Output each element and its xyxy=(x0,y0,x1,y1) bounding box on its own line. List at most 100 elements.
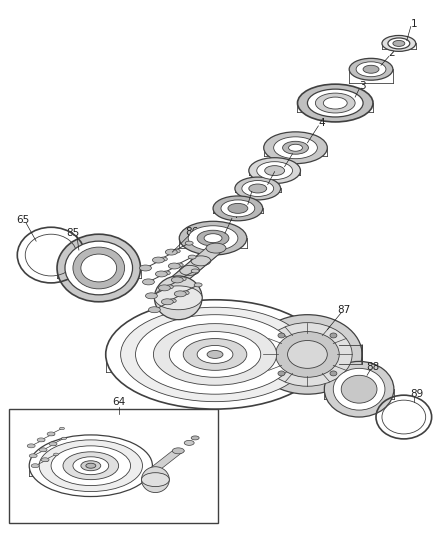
Ellipse shape xyxy=(37,438,45,442)
Ellipse shape xyxy=(135,314,294,394)
Ellipse shape xyxy=(60,427,64,430)
Ellipse shape xyxy=(197,230,229,246)
Ellipse shape xyxy=(63,452,119,480)
Ellipse shape xyxy=(289,144,303,151)
Ellipse shape xyxy=(207,351,223,358)
PathPatch shape xyxy=(149,451,184,469)
Ellipse shape xyxy=(330,333,337,338)
Ellipse shape xyxy=(155,286,202,310)
Ellipse shape xyxy=(152,257,164,263)
Ellipse shape xyxy=(61,437,67,440)
Ellipse shape xyxy=(178,277,186,281)
Ellipse shape xyxy=(263,322,352,386)
Ellipse shape xyxy=(184,440,194,446)
Ellipse shape xyxy=(393,41,405,46)
Ellipse shape xyxy=(341,375,377,403)
Text: 86: 86 xyxy=(186,227,199,237)
Ellipse shape xyxy=(172,448,184,454)
Ellipse shape xyxy=(333,368,385,410)
Ellipse shape xyxy=(162,271,170,275)
Text: 58: 58 xyxy=(271,164,284,174)
Ellipse shape xyxy=(39,440,142,491)
Text: 89: 89 xyxy=(410,389,424,399)
Ellipse shape xyxy=(323,97,347,109)
Ellipse shape xyxy=(249,184,267,193)
Ellipse shape xyxy=(382,36,416,51)
Ellipse shape xyxy=(81,254,117,282)
Text: 88: 88 xyxy=(367,362,380,373)
Ellipse shape xyxy=(57,234,141,302)
Ellipse shape xyxy=(165,285,173,289)
Ellipse shape xyxy=(204,233,222,243)
Ellipse shape xyxy=(159,285,170,291)
Ellipse shape xyxy=(161,299,173,305)
Ellipse shape xyxy=(142,279,155,285)
Ellipse shape xyxy=(155,271,167,277)
Ellipse shape xyxy=(49,433,55,435)
Ellipse shape xyxy=(221,200,255,217)
Ellipse shape xyxy=(324,361,394,417)
PathPatch shape xyxy=(168,248,226,280)
Text: 59: 59 xyxy=(248,183,261,193)
Ellipse shape xyxy=(29,435,152,497)
Ellipse shape xyxy=(73,457,109,475)
Ellipse shape xyxy=(44,459,49,462)
Ellipse shape xyxy=(213,196,263,221)
Ellipse shape xyxy=(283,141,308,154)
Ellipse shape xyxy=(181,291,189,295)
Ellipse shape xyxy=(51,446,131,486)
Ellipse shape xyxy=(206,243,226,253)
Ellipse shape xyxy=(40,439,45,441)
Ellipse shape xyxy=(73,247,124,289)
Ellipse shape xyxy=(307,89,363,117)
Text: 5: 5 xyxy=(292,146,299,156)
Ellipse shape xyxy=(145,293,157,299)
Ellipse shape xyxy=(235,177,281,200)
Ellipse shape xyxy=(148,307,160,313)
Ellipse shape xyxy=(47,432,55,436)
Ellipse shape xyxy=(81,461,101,471)
Ellipse shape xyxy=(168,263,180,269)
Ellipse shape xyxy=(264,132,327,164)
Ellipse shape xyxy=(185,241,193,245)
Ellipse shape xyxy=(265,166,285,175)
Ellipse shape xyxy=(31,464,39,468)
Ellipse shape xyxy=(278,333,285,338)
Ellipse shape xyxy=(188,226,238,251)
Ellipse shape xyxy=(188,255,196,259)
Text: 2: 2 xyxy=(389,49,395,58)
Text: 65: 65 xyxy=(17,215,30,225)
Ellipse shape xyxy=(153,324,277,385)
Text: 4: 4 xyxy=(232,211,238,220)
Ellipse shape xyxy=(159,257,167,261)
Text: 4: 4 xyxy=(318,118,325,128)
Ellipse shape xyxy=(194,283,202,287)
Ellipse shape xyxy=(276,332,339,377)
Ellipse shape xyxy=(363,65,379,73)
Ellipse shape xyxy=(197,345,233,364)
Ellipse shape xyxy=(52,443,57,446)
Ellipse shape xyxy=(65,241,133,295)
Text: 64: 64 xyxy=(112,397,125,407)
Ellipse shape xyxy=(141,467,170,492)
Ellipse shape xyxy=(86,463,96,468)
Ellipse shape xyxy=(388,38,410,49)
Ellipse shape xyxy=(257,161,293,180)
Ellipse shape xyxy=(179,221,247,255)
Ellipse shape xyxy=(349,58,393,80)
Ellipse shape xyxy=(191,436,199,440)
Ellipse shape xyxy=(175,263,183,267)
Ellipse shape xyxy=(288,341,327,368)
Ellipse shape xyxy=(155,276,202,320)
Ellipse shape xyxy=(253,314,362,394)
Ellipse shape xyxy=(170,332,261,377)
Ellipse shape xyxy=(140,265,152,271)
Ellipse shape xyxy=(53,453,59,456)
Ellipse shape xyxy=(172,249,180,253)
Ellipse shape xyxy=(27,444,35,448)
Ellipse shape xyxy=(297,84,373,122)
Ellipse shape xyxy=(42,449,46,451)
Ellipse shape xyxy=(315,93,355,113)
Ellipse shape xyxy=(49,442,57,446)
Ellipse shape xyxy=(191,269,199,273)
